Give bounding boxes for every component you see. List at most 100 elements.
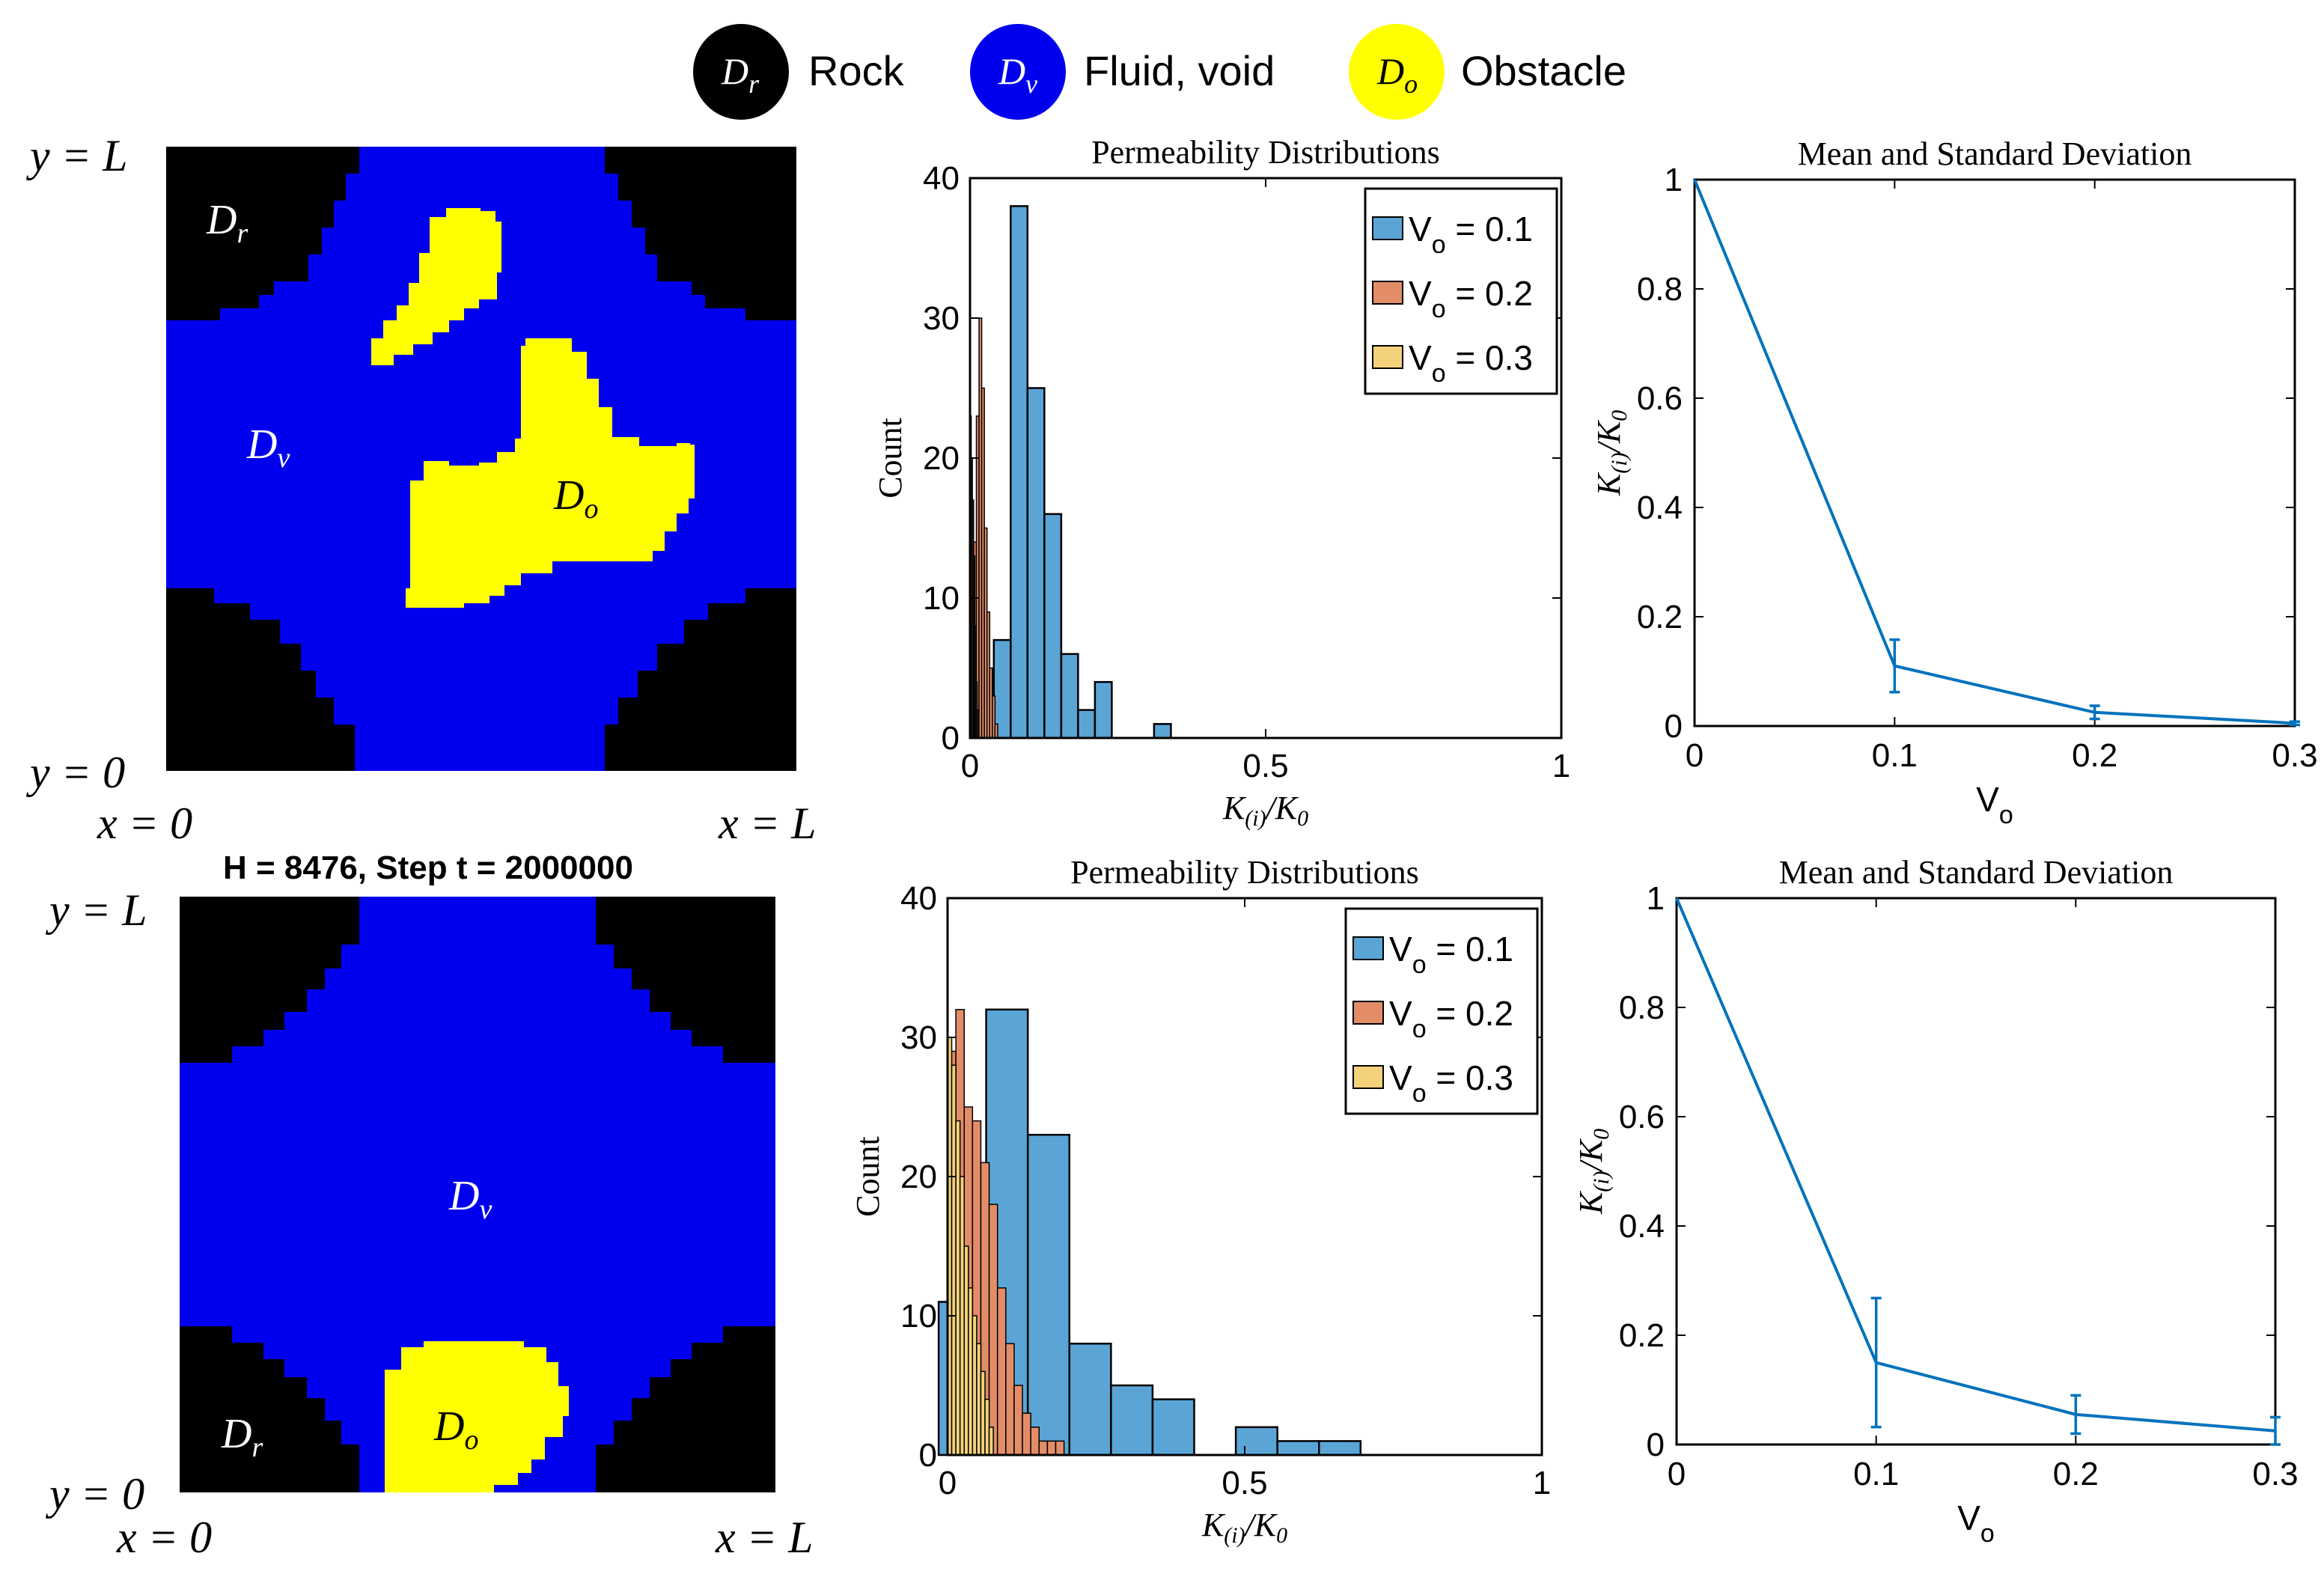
chart-title: Mean and Standard Deviation	[1779, 854, 2174, 891]
x-tick-label: 0.5	[1242, 748, 1288, 784]
x-left-label: x = 0	[97, 799, 192, 848]
histogram-bar	[963, 1245, 969, 1456]
histogram-bar	[1038, 1440, 1049, 1456]
y-tick-label: 0.8	[1637, 271, 1683, 308]
obstacle-upper	[371, 208, 501, 365]
histogram-bar	[992, 638, 1012, 739]
rock-corner-top-right	[605, 147, 796, 320]
x-tick-label: 0.1	[1853, 1456, 1899, 1492]
x-tick-label: 0	[939, 1465, 957, 1501]
rock-corner-bottom-right	[596, 1326, 775, 1492]
error-bar	[2270, 1415, 2281, 1446]
chart-title: Mean and Standard Deviation	[1798, 135, 2192, 172]
y-tick-label: 0	[919, 1437, 937, 1474]
rock-corner-top-left	[166, 147, 359, 320]
histogram-bar	[1055, 1440, 1065, 1456]
histogram-bar	[1060, 653, 1079, 739]
x-tick-label: 0	[1668, 1456, 1686, 1492]
histogram-bar	[1026, 387, 1046, 739]
mean-std-chart-bottom: 0 0.1 0.2 0.3 0 0.2 0.4 0.6 0.8 1 Mean and Standar…	[1573, 854, 2299, 1548]
x-tick-label: 0.5	[1222, 1465, 1267, 1501]
y-bottom-label: y = 0	[45, 1469, 144, 1519]
obstacle-swatch	[1349, 24, 1445, 120]
legend-swatch	[1372, 345, 1403, 369]
x-tick-label: 1	[1552, 748, 1570, 784]
histogram-bar	[955, 1120, 961, 1456]
y-tick-label: 0.2	[1637, 599, 1683, 635]
rock-label: Rock	[808, 47, 905, 94]
series-3-bars	[947, 1037, 994, 1456]
y-tick-label: 40	[923, 160, 960, 197]
chart-legend: Vo = 0.1 Vo = 0.2 Vo = 0.3	[1344, 907, 1539, 1115]
y-top-label: y = L	[25, 131, 128, 180]
y-tick-label: 0	[942, 720, 960, 757]
x-tick-label: 0.2	[2053, 1456, 2099, 1492]
x-tick-label: 0	[961, 748, 979, 784]
rock-corner-bottom-right	[605, 588, 796, 771]
legend-entry: Vo = 0.2	[1409, 274, 1533, 323]
x-left-label: x = 0	[116, 1513, 212, 1562]
y-top-label: y = L	[45, 885, 147, 935]
y-tick-label: 20	[900, 1159, 937, 1195]
histogram-bar	[996, 1287, 1007, 1456]
rock-symbol: Dr	[721, 50, 760, 99]
histogram-bar	[1153, 723, 1172, 739]
histogram-bar	[980, 1370, 986, 1456]
histogram-bar	[1043, 513, 1063, 739]
y-tick-label: 0.4	[1619, 1208, 1665, 1245]
y-tick-label: 0.2	[1619, 1317, 1665, 1354]
domain-map-1: Dr Dv Do y = L y = 0 x = 0 x = L	[25, 131, 817, 848]
y-tick-label: 10	[900, 1298, 937, 1334]
histogram-bar	[988, 1427, 994, 1456]
x-tick-label: 0	[1686, 737, 1704, 774]
obstacle-symbol: Do	[1376, 50, 1418, 99]
void-label: Fluid, void	[1084, 47, 1275, 94]
y-tick-label: 0.6	[1637, 380, 1683, 417]
y-axis-label: Count	[872, 418, 909, 498]
legend-entry: Vo = 0.2	[1389, 994, 1513, 1043]
rock-corner-top-right	[596, 897, 775, 1063]
mean-line	[1693, 179, 2296, 725]
y-tick-label: 0	[1647, 1427, 1665, 1463]
y-tick-label: 0	[1665, 708, 1683, 745]
y-tick-label: 1	[1647, 880, 1665, 917]
y-tick-label: 1	[1665, 162, 1683, 198]
rock-corner-bottom-left	[180, 1326, 359, 1492]
obstacle-label: Obstacle	[1461, 47, 1626, 94]
x-tick-label: 0.1	[1872, 737, 1918, 774]
histogram-bar	[1030, 1427, 1040, 1456]
mean-line	[1675, 897, 2276, 1433]
legend-obstacle: Do Obstacle	[1349, 24, 1626, 120]
legend-swatch	[1352, 936, 1384, 960]
y-tick-label: 20	[923, 440, 960, 477]
histogram-bar	[1110, 1384, 1154, 1456]
chart-legend: Vo = 0.1 Vo = 0.2 Vo = 0.3	[1364, 187, 1558, 395]
histogram-bar	[1005, 1343, 1015, 1456]
histogram-bar	[972, 1315, 978, 1456]
legend-entry: Vo = 0.1	[1409, 210, 1533, 259]
legend-void: Dv Fluid, void	[970, 24, 1275, 120]
obstacle	[385, 1341, 569, 1492]
rock-swatch	[693, 24, 789, 120]
chart-title: Permeability Distributions	[1091, 134, 1440, 171]
legend-swatch	[1372, 281, 1403, 305]
legend-entry: Vo = 0.3	[1389, 1058, 1513, 1108]
legend-rock: Dr Rock	[693, 24, 905, 120]
error-bar	[1889, 638, 1900, 694]
void-swatch	[970, 24, 1066, 120]
histogram-bar	[959, 1176, 965, 1456]
void-symbol: Dv	[998, 50, 1037, 99]
x-right-label: x = L	[715, 1513, 814, 1562]
plot-frame	[1675, 897, 2277, 1446]
rock-corner-bottom-left	[166, 588, 355, 771]
y-axis-label: Count	[850, 1136, 886, 1217]
histogram-bar	[1276, 1440, 1320, 1456]
y-tick-label: 40	[900, 880, 937, 917]
error-bar	[1870, 1296, 1882, 1429]
y-tick-label: 30	[923, 300, 960, 337]
series-1-bars	[987, 205, 1172, 739]
y-axis-label: K(i)/K0	[1590, 410, 1632, 496]
histogram-bar	[1077, 709, 1097, 739]
